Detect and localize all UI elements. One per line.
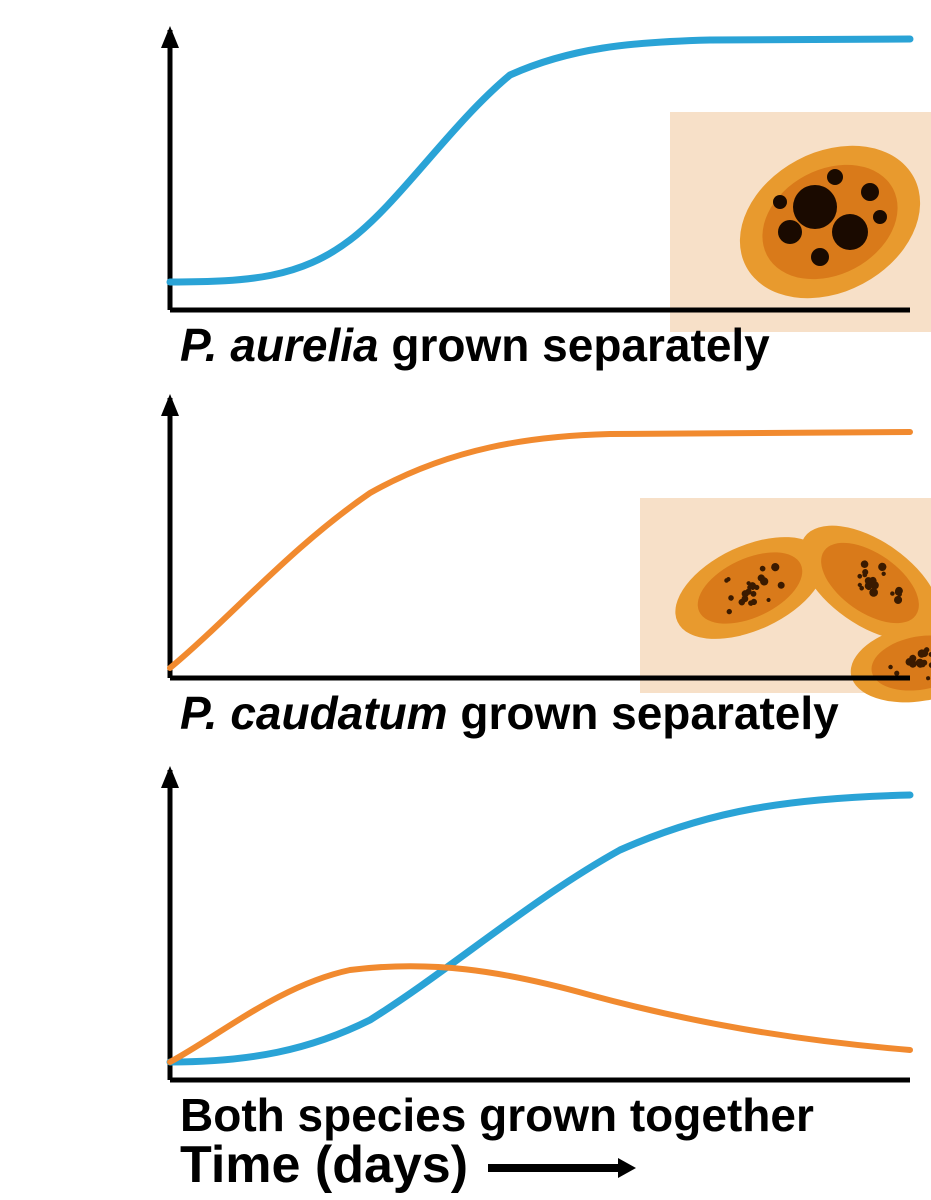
caption-text-aurelia: grown separately (379, 319, 770, 371)
caption-together: Both species grown together (180, 1088, 814, 1142)
chart-svg-together (170, 770, 910, 1080)
caption-caudatum: P. caudatum grown separately (180, 686, 839, 740)
chart-panel-together (170, 770, 910, 1080)
series-aurelia (170, 795, 910, 1062)
chart-panel-aurelia (170, 30, 910, 310)
figure-container: Population Densities P. aurelia grown se… (0, 0, 931, 1200)
inset-image-aurelia (670, 112, 931, 332)
x-axis-arrow-icon (488, 1153, 638, 1183)
caption-text-together: Both species grown together (180, 1089, 814, 1141)
chart-svg-aurelia (170, 30, 910, 310)
caption-italic-caudatum: P. caudatum (180, 687, 448, 739)
x-axis-label-text: Time (days) (180, 1136, 468, 1194)
chart-panel-caudatum (170, 398, 910, 678)
caption-aurelia: P. aurelia grown separately (180, 318, 770, 372)
series-caudatum (170, 966, 910, 1062)
caption-text-caudatum: grown separately (448, 687, 839, 739)
caption-italic-aurelia: P. aurelia (180, 319, 379, 371)
chart-svg-caudatum (170, 398, 910, 678)
x-axis-label: Time (days) (180, 1135, 638, 1195)
